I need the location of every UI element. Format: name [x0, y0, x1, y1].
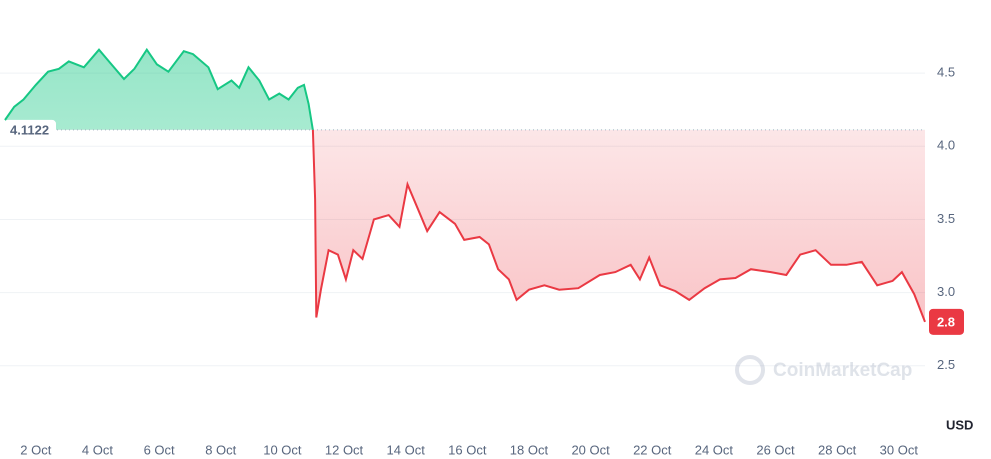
watermark-text: CoinMarketCap [773, 360, 912, 381]
x-tick-label: 26 Oct [756, 442, 795, 457]
y-tick-label: 4.5 [937, 65, 955, 80]
price-line-up [4, 47, 314, 130]
last-price-label: 2.8 [937, 314, 955, 329]
baseline-label: 4.1122 [10, 122, 49, 137]
x-tick-label: 10 Oct [263, 442, 302, 457]
y-tick-label: 3.0 [937, 284, 955, 299]
last-price-box [929, 308, 964, 335]
x-tick-label: 12 Oct [325, 442, 364, 457]
x-tick-label: 22 Oct [633, 442, 672, 457]
watermark: CoinMarketCap [735, 355, 912, 385]
watermark-logo [735, 355, 765, 385]
x-tick-label: 18 Oct [510, 442, 549, 457]
x-tick-label: 6 Oct [144, 442, 175, 457]
x-tick-label: 14 Oct [387, 442, 426, 457]
x-tick-label: 4 Oct [82, 442, 113, 457]
x-tick-label: 24 Oct [695, 442, 734, 457]
x-tick-label: 28 Oct [818, 442, 857, 457]
x-tick-label: 30 Oct [880, 442, 919, 457]
y-tick-label: 3.5 [937, 211, 955, 226]
x-tick-label: 8 Oct [205, 442, 236, 457]
x-tick-label: 2 Oct [20, 442, 51, 457]
baseline-label-box [4, 119, 56, 140]
area-down [5, 129, 925, 322]
price-line-down [311, 129, 926, 323]
area-up [5, 49, 313, 130]
y-tick-label: 2.5 [937, 357, 955, 372]
x-tick-label: 20 Oct [571, 442, 610, 457]
y-tick-label: 4.0 [937, 138, 955, 153]
x-tick-label: 16 Oct [448, 442, 487, 457]
currency-label: USD [946, 417, 973, 432]
